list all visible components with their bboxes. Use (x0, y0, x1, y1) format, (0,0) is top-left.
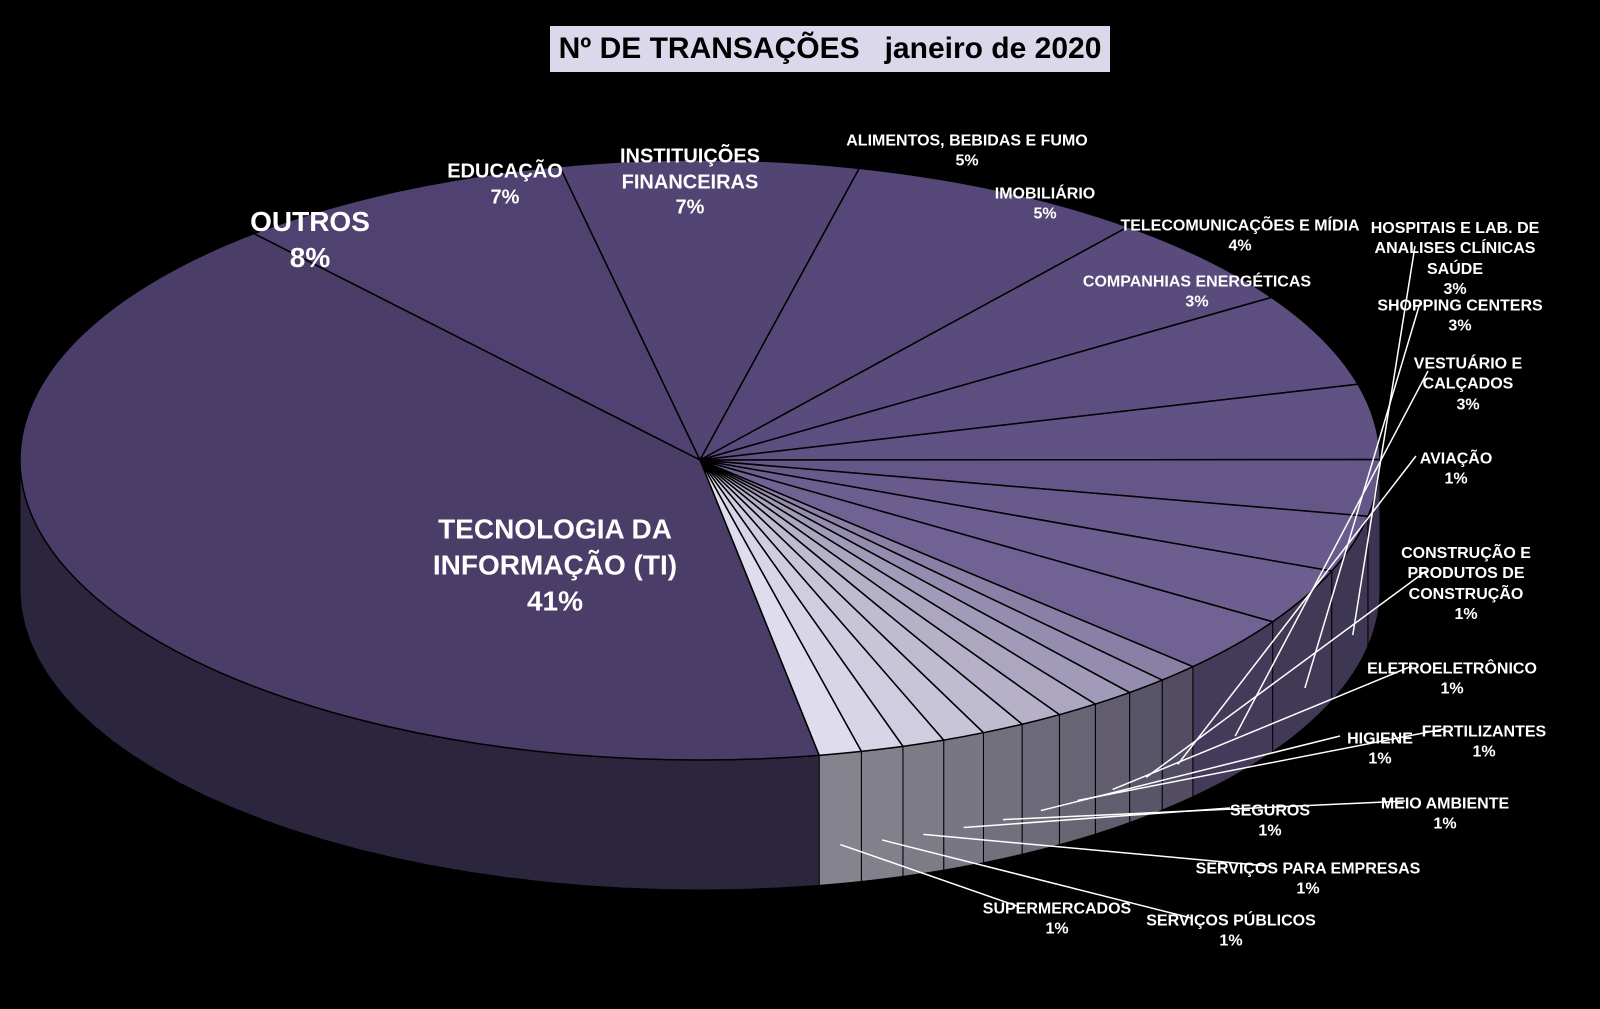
value-label: 1% (1258, 823, 1282, 840)
slice-label: EDUCAÇÃO 7% (447, 159, 563, 210)
category-label: SUPERMERCADOS (982, 900, 1132, 918)
slice (698, 167, 1130, 462)
category-label: HOSPITAIS E LAB. DE ANALISES CLÍNICAS SA… (1370, 220, 1540, 278)
slice-label: CONSTRUÇÃO E PRODUTOS DE CONSTRUÇÃO 1% (1391, 544, 1541, 626)
slice-side (943, 732, 984, 871)
slice-label: SERVIÇOS PARA EMPRESAS 1% (1196, 860, 1421, 901)
value-label: 1% (1433, 816, 1457, 833)
slice (699, 226, 1274, 461)
value-label: 1% (1219, 933, 1243, 950)
slice-label: HIGIENE 1% (1347, 730, 1413, 771)
leader-line (1352, 245, 1416, 636)
chart-title: Nº DE TRANSAÇÕES janeiro de 2020 (550, 26, 1110, 72)
value-label: 1% (1444, 471, 1468, 488)
value-label: 3% (1185, 294, 1209, 311)
slice-side (818, 750, 862, 886)
category-label: SHOPPING CENTERS (1377, 297, 1543, 315)
leader-line (1145, 570, 1427, 779)
category-label: TECNOLOGIA DA INFORMAÇÃO (TI) (432, 513, 678, 581)
category-label: CONSTRUÇÃO E PRODUTOS DE CONSTRUÇÃO (1401, 545, 1531, 603)
category-label: ALIMENTOS, BEBIDAS E FUMO (846, 132, 1088, 150)
leader-line (1234, 370, 1429, 737)
value-label: 7% (490, 186, 520, 208)
value-label: 3% (1443, 281, 1467, 299)
slice-tops (19, 159, 1381, 761)
slice-side (902, 739, 945, 877)
value-label: 1% (1454, 606, 1478, 624)
slice (19, 232, 821, 761)
leader-line (1077, 728, 1445, 802)
category-label: TELECOMUNICAÇÕES E MÍDIA (1120, 217, 1360, 235)
slice-label: COMPANHIAS ENERGÉTICAS 3% (1083, 273, 1311, 314)
value-label: 7% (675, 196, 705, 219)
category-label: ELETROELETRÔNICO (1367, 660, 1537, 678)
category-label: INSTITUIÇÕES FINANCEIRAS (619, 145, 760, 194)
value-label: 1% (1472, 744, 1496, 761)
slice-label: ALIMENTOS, BEBIDAS E FUMO 5% (846, 132, 1088, 173)
leader-line (1177, 455, 1417, 765)
leader-line (1040, 735, 1341, 812)
value-label: 3% (1448, 318, 1472, 335)
value-label: 1% (1368, 751, 1392, 768)
category-label: MEIO AMBIENTE (1380, 795, 1510, 813)
slice-label: TELECOMUNICAÇÕES E MÍDIA 4% (1120, 217, 1359, 258)
category-label: EDUCAÇÃO (447, 160, 563, 183)
slice-side (860, 745, 904, 882)
leader-line (963, 807, 1231, 829)
value-label: 5% (1033, 206, 1057, 223)
slice-side (1021, 714, 1060, 855)
slice-side (1129, 679, 1163, 824)
value-label: 1% (1296, 881, 1320, 898)
slice-label: INSTITUIÇÕES FINANCEIRAS 7% (610, 145, 770, 222)
slice (558, 159, 861, 462)
category-label: FERTILIZANTES (1421, 723, 1547, 741)
value-label: 1% (1440, 681, 1464, 698)
slice-label: TECNOLOGIA DA INFORMAÇÃO (TI) 41% (415, 511, 695, 618)
category-label: AVIAÇÃO (1419, 450, 1493, 468)
slice-label: SERVIÇOS PÚBLICOS 1% (1146, 912, 1316, 953)
slice-side (1094, 691, 1131, 835)
slice-label: HOSPITAIS E LAB. DE ANALISES CLÍNICAS SA… (1345, 219, 1565, 301)
slice-label: MEIO AMBIENTE 1% (1381, 795, 1509, 836)
slice-side (1161, 665, 1194, 811)
leader-line (1112, 665, 1413, 791)
value-label: 4% (1228, 238, 1252, 255)
slice (699, 296, 1360, 461)
leader-line (923, 833, 1269, 867)
slice-label: VESTUÁRIO E CALÇADOS 3% (1403, 354, 1533, 415)
category-label: OUTROS (250, 206, 370, 238)
slice-label: SEGUROS 1% (1230, 802, 1310, 843)
slice-label: ELETROELETRÔNICO 1% (1367, 660, 1537, 701)
category-label: SERVIÇOS PÚBLICOS (1146, 912, 1316, 930)
leader-line (840, 843, 1018, 907)
value-label: 5% (955, 153, 979, 170)
slice-label: FERTILIZANTES 1% (1422, 723, 1546, 764)
slice-side (1058, 703, 1096, 846)
category-label: IMOBILIÁRIO (994, 185, 1096, 203)
slice-label: OUTROS 8% (250, 204, 370, 276)
category-label: HIGIENE (1347, 730, 1413, 748)
category-label: SEGUROS (1229, 802, 1311, 820)
value-label: 41% (526, 584, 584, 616)
value-label: 8% (289, 242, 331, 273)
value-label: 3% (1456, 396, 1480, 414)
slice-label: IMOBILIÁRIO 5% (995, 185, 1095, 226)
slice-label: SHOPPING CENTERS 3% (1377, 297, 1542, 338)
slice (252, 165, 702, 462)
leader-line (882, 839, 1192, 919)
category-label: VESTUÁRIO E CALÇADOS (1413, 355, 1523, 393)
slice-label: SUPERMERCADOS 1% (983, 900, 1131, 941)
category-label: SERVIÇOS PARA EMPRESAS (1195, 860, 1421, 878)
category-label: COMPANHIAS ENERGÉTICAS (1082, 273, 1312, 291)
value-label: 1% (1045, 921, 1069, 938)
slice-label: AVIAÇÃO 1% (1420, 450, 1493, 491)
